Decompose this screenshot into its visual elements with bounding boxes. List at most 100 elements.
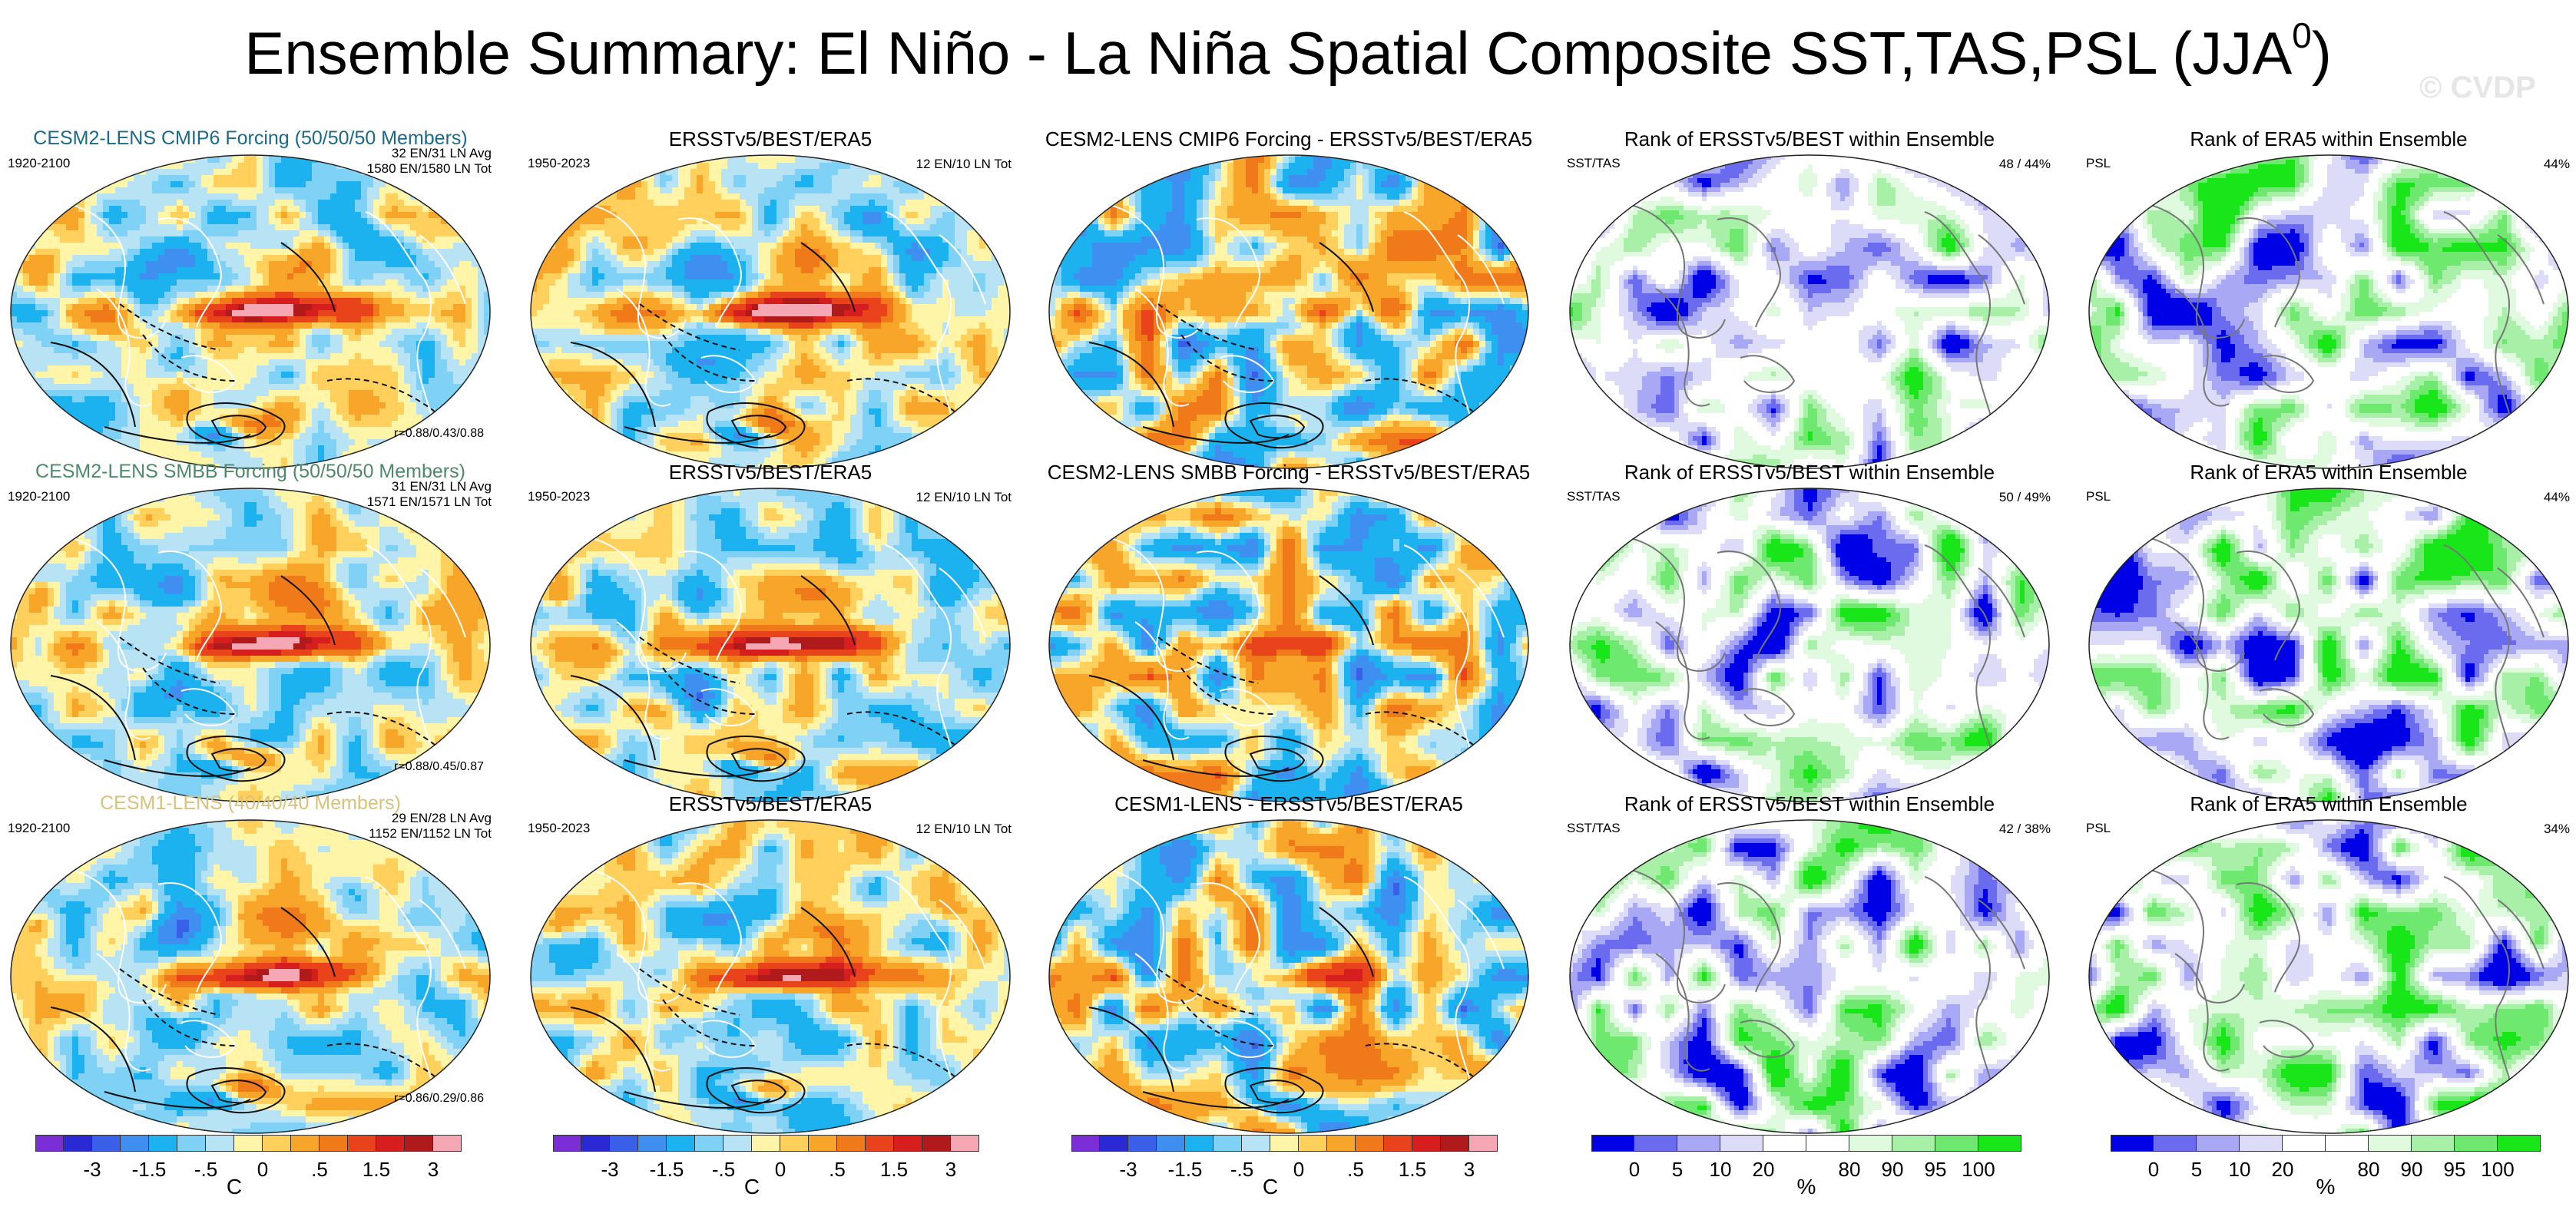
colorbar-swatch (320, 1135, 348, 1152)
colorbar-swatch (667, 1135, 695, 1152)
ensemble-count-label: 32 EN/31 LN Avg 1580 EN/1580 LN Tot (367, 146, 492, 176)
years-label: 1950-2023 (528, 822, 590, 835)
colorbar-swatch (1128, 1135, 1157, 1152)
colorbar-swatch (922, 1135, 951, 1152)
temperature-colorbar: -3 -1.5 -.5 0.5 1.5 3 C (553, 1135, 983, 1196)
colorbar-swatch (376, 1135, 405, 1152)
colorbar-tick-label: 95 (2444, 1158, 2466, 1182)
pattern-correlation: r=0.86/0.29/0.86 (394, 1092, 484, 1106)
variable-label: PSL (2086, 490, 2111, 503)
colorbar-swatch (1356, 1135, 1384, 1152)
colorbar-swatch (809, 1135, 837, 1152)
colorbar-tick-label: .5 (1347, 1158, 1364, 1182)
colorbar-swatch (837, 1135, 866, 1152)
panel-title: CESM2-LENS CMIP6 Forcing - ERSSTv5/BEST/… (1043, 129, 1535, 149)
colorbar-tick-label: 90 (2401, 1158, 2423, 1182)
pattern-correlation: r=0.88/0.45/0.87 (394, 760, 484, 774)
rank-percent-label: 48 / 44% (1999, 157, 2051, 172)
colorbar-tick-label: -1.5 (650, 1158, 684, 1182)
ensemble-avg-count: 12 EN/10 LN Tot (916, 822, 1012, 837)
colorbar-tick-label: 3 (428, 1158, 439, 1182)
ensemble-total-count: 1571 EN/1571 LN Tot (367, 494, 492, 510)
pattern-correlation: r=0.88/0.43/0.88 (394, 427, 484, 441)
panel-title: ERSSTv5/BEST/ERA5 (525, 462, 1016, 482)
colorbar-tick-label: -1.5 (1168, 1158, 1203, 1182)
rank-colorbar: 0 5 10 20 80 90 95 100% (2111, 1135, 2541, 1196)
colorbar-swatch (1441, 1135, 1469, 1152)
temperature-colorbar: -3 -1.5 -.5 0.5 1.5 3 C (35, 1135, 465, 1196)
colorbar-swatches (35, 1135, 462, 1152)
colorbar-swatch (2498, 1135, 2541, 1152)
colorbar-tick-label: -3 (1119, 1158, 1137, 1182)
rank-percent-label: 34% (2544, 822, 2570, 837)
colorbar-swatch (1071, 1135, 1100, 1152)
colorbar-tick-label: -1.5 (132, 1158, 167, 1182)
colorbar-swatch (723, 1135, 752, 1152)
colorbar-swatch (581, 1135, 610, 1152)
colorbar-swatch (121, 1135, 149, 1152)
colorbar-swatch (1978, 1135, 2021, 1152)
colorbar-tick-label: 20 (2272, 1158, 2294, 1182)
colorbar-swatch (2154, 1135, 2197, 1152)
colorbar-swatch (1469, 1135, 1498, 1152)
colorbar-swatch (263, 1135, 291, 1152)
colorbar-swatch (2240, 1135, 2283, 1152)
years-label: 1950-2023 (528, 157, 590, 170)
colorbar-swatch (894, 1135, 922, 1152)
colorbar-tick-label: 10 (1710, 1158, 1732, 1182)
map-panel-rank-psl: Rank of ERA5 within Ensemble PSL 34% (2083, 794, 2574, 1124)
colorbar-swatch (2197, 1135, 2240, 1152)
colorbar-swatch (610, 1135, 638, 1152)
ensemble-count-label: 29 EN/28 LN Avg 1152 EN/1152 LN Tot (369, 811, 492, 841)
colorbar-swatch (2412, 1135, 2455, 1152)
colorbar-tick-label: 3 (1464, 1158, 1475, 1182)
map-panel-obs: ERSSTv5/BEST/ERA5 1950-2023 12 EN/10 LN To… (525, 794, 1016, 1124)
map-panel-diff: CESM2-LENS CMIP6 Forcing - ERSSTv5/BEST/… (1043, 129, 1535, 459)
ensemble-count-label: 12 EN/10 LN Tot (916, 157, 1012, 172)
colorbar-swatch (2326, 1135, 2369, 1152)
panel-title: CESM1-LENS - ERSSTv5/BEST/ERA5 (1043, 794, 1535, 814)
ensemble-avg-count: 12 EN/10 LN Tot (916, 157, 1012, 172)
panel-title: ERSSTv5/BEST/ERA5 (525, 129, 1016, 149)
colorbar-tick-label: 20 (1753, 1158, 1775, 1182)
colorbar-swatch (348, 1135, 376, 1152)
rank-percent-label: 50 / 49% (1999, 490, 2051, 505)
years-label: 1920-2100 (8, 157, 70, 170)
colorbar-swatch (1677, 1135, 1720, 1152)
colorbar-swatch (638, 1135, 667, 1152)
colorbar-swatch (951, 1135, 979, 1152)
ensemble-count-label: 31 EN/31 LN Avg 1571 EN/1571 LN Tot (367, 479, 492, 509)
colorbar-swatch (1763, 1135, 1806, 1152)
colorbar-tick-label: 1.5 (880, 1158, 908, 1182)
panel-title: Rank of ERSSTv5/BEST within Ensemble (1564, 129, 2055, 149)
colorbar-swatch (92, 1135, 121, 1152)
colorbar-tick-label: -.5 (712, 1158, 735, 1182)
colorbar-unit: C (227, 1175, 242, 1199)
colorbar-swatch (1806, 1135, 1849, 1152)
colorbar-swatch (2111, 1135, 2154, 1152)
colorbar-tick-label: 0 (257, 1158, 268, 1182)
colorbar-tick-label: .5 (829, 1158, 846, 1182)
rank-percent-label: 42 / 38% (1999, 822, 2051, 837)
colorbar-swatch (1892, 1135, 1935, 1152)
colorbar-tick-label: .5 (311, 1158, 328, 1182)
ensemble-total-count: 1152 EN/1152 LN Tot (369, 826, 492, 841)
map-panel-model: CESM1-LENS (40/40/40 Members) 1920-2100 29… (5, 794, 496, 1124)
colorbar-swatch (2283, 1135, 2326, 1152)
variable-label: PSL (2086, 157, 2111, 170)
map-panel-rank-sst: Rank of ERSSTv5/BEST within Ensemble SST/… (1564, 462, 2055, 792)
variable-label: PSL (2086, 822, 2111, 835)
colorbar-tick-label: -.5 (194, 1158, 217, 1182)
ensemble-avg-count: 29 EN/28 LN Avg (369, 811, 492, 826)
colorbar-swatch (1242, 1135, 1270, 1152)
ensemble-avg-count: 12 EN/10 LN Tot (916, 490, 1012, 505)
colorbar-swatch (64, 1135, 92, 1152)
colorbar-tick-label: 5 (2191, 1158, 2202, 1182)
panel-title: ERSSTv5/BEST/ERA5 (525, 794, 1016, 814)
panel-title: Rank of ERA5 within Ensemble (2083, 794, 2574, 814)
colorbar-tick-label: -.5 (1230, 1158, 1253, 1182)
map-panel-rank-psl: Rank of ERA5 within Ensemble PSL 44% (2083, 462, 2574, 792)
variable-label: SST/TAS (1567, 490, 1621, 503)
colorbar-tick-label: -3 (601, 1158, 618, 1182)
ensemble-count-label: 12 EN/10 LN Tot (916, 490, 1012, 505)
